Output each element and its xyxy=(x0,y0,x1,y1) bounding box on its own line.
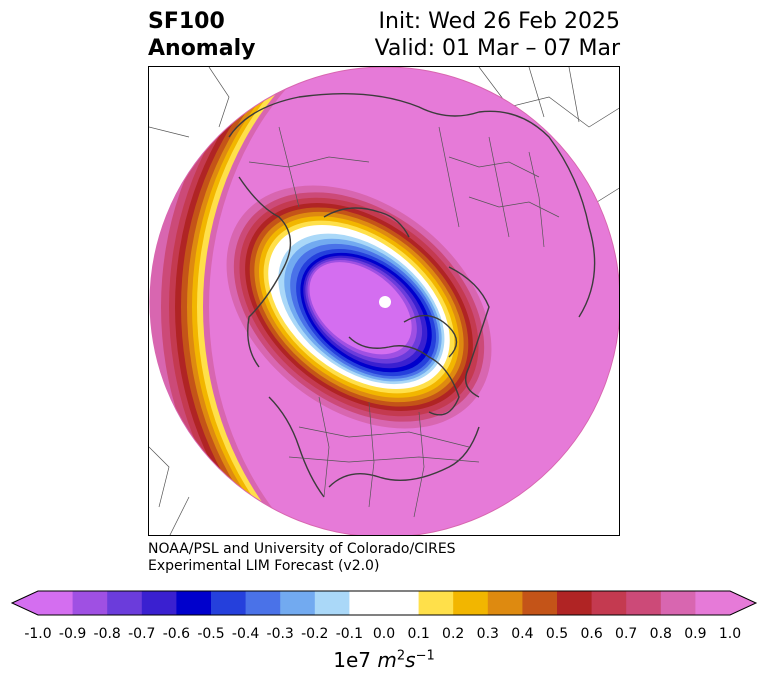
colorbar-segment xyxy=(211,591,247,615)
colorbar-tick-label: 0.7 xyxy=(615,626,638,642)
credit-line-2: Experimental LIM Forecast (v2.0) xyxy=(148,558,380,574)
colorbar-segment xyxy=(660,591,696,615)
colorbar-tick-label: -0.1 xyxy=(335,626,364,642)
colorbar-tick-label: 0.0 xyxy=(372,626,396,642)
colorbar-segment xyxy=(72,591,108,615)
colorbar-segment xyxy=(38,591,74,615)
colorbar-tick-label: 0.9 xyxy=(684,626,707,642)
colorbar-tick-label: -0.7 xyxy=(128,626,156,642)
credit-line-1: NOAA/PSL and University of Colorado/CIRE… xyxy=(148,541,456,557)
colorbar-segment xyxy=(245,591,281,615)
anomaly-map xyxy=(149,67,619,535)
colorbar-tick-label: 1.0 xyxy=(718,626,742,642)
colorbar-units: 1e7 m2s−1 xyxy=(0,648,768,672)
colorbar-segment xyxy=(557,591,593,615)
variable-name: SF100 xyxy=(148,9,225,34)
units-s: s xyxy=(405,648,416,672)
colorbar-segment xyxy=(522,591,558,615)
units-m-exp: 2 xyxy=(396,648,406,664)
colorbar-segment xyxy=(591,591,627,615)
north-pole-marker xyxy=(379,296,391,308)
colorbar-extend-max xyxy=(730,591,756,615)
colorbar-tick-label: -0.8 xyxy=(93,626,121,642)
colorbar-tick-label: -0.5 xyxy=(197,626,225,642)
forecast-dates: Init: Wed 26 Feb 2025 Valid: 01 Mar – 07… xyxy=(375,8,620,62)
colorbar-tick-label: 0.2 xyxy=(442,626,465,642)
colorbar-tick-label: 0.1 xyxy=(407,626,430,642)
colorbar-segment xyxy=(384,591,420,615)
colorbar-tick-label: -0.9 xyxy=(58,626,87,642)
colorbar-segment xyxy=(626,591,662,615)
colorbar-segment xyxy=(107,591,143,615)
credit-text: NOAA/PSL and University of Colorado/CIRE… xyxy=(148,541,456,575)
political-borders xyxy=(248,126,560,518)
colorbar-tick-label: 0.6 xyxy=(580,626,603,642)
colorbar-segment xyxy=(349,591,385,615)
colorbar xyxy=(10,590,758,616)
colorbar-tick-label: 0.3 xyxy=(476,626,499,642)
colorbar-tick-label: 0.5 xyxy=(545,626,569,642)
colorbar-ticks: -1.0 -0.9 -0.8 -0.7 -0.6 -0.5 -0.4 -0.3 -0.2 -0.1… xyxy=(0,626,768,644)
colorbar-tick-label: 0.8 xyxy=(649,626,672,642)
colorbar-tick-label: -1.0 xyxy=(24,626,52,642)
colorbar-segment xyxy=(487,591,523,615)
colorbar-tick-label: -0.4 xyxy=(231,626,260,642)
map-panel xyxy=(148,66,620,536)
polar-vortex-anomaly xyxy=(226,185,492,429)
units-s-exp: −1 xyxy=(415,648,435,664)
colorbar-segment xyxy=(314,591,350,615)
colorbar-segment xyxy=(453,591,489,615)
colorbar-segment xyxy=(418,591,454,615)
field-kind: Anomaly xyxy=(148,36,256,61)
colorbar-extend-min xyxy=(12,591,38,615)
units-scale: 1e7 xyxy=(333,648,372,672)
coastlines xyxy=(228,92,596,498)
colorbar-segment xyxy=(176,591,212,615)
colorbar-segment xyxy=(141,591,177,615)
colorbar-tick-label: 0.4 xyxy=(511,626,534,642)
init-date: Init: Wed 26 Feb 2025 xyxy=(378,9,620,34)
colorbar-segment xyxy=(280,591,316,615)
colorbar-tick-label: -0.2 xyxy=(301,626,329,642)
colorbar-tick-label: -0.3 xyxy=(266,626,294,642)
outer-borders xyxy=(149,67,619,535)
colorbar-segment xyxy=(695,591,731,615)
units-m: m xyxy=(377,648,397,672)
valid-range: Valid: 01 Mar – 07 Mar xyxy=(374,36,620,61)
colorbar-tick-label: -0.6 xyxy=(162,626,191,642)
map-title: SF100 Anomaly xyxy=(148,8,255,62)
